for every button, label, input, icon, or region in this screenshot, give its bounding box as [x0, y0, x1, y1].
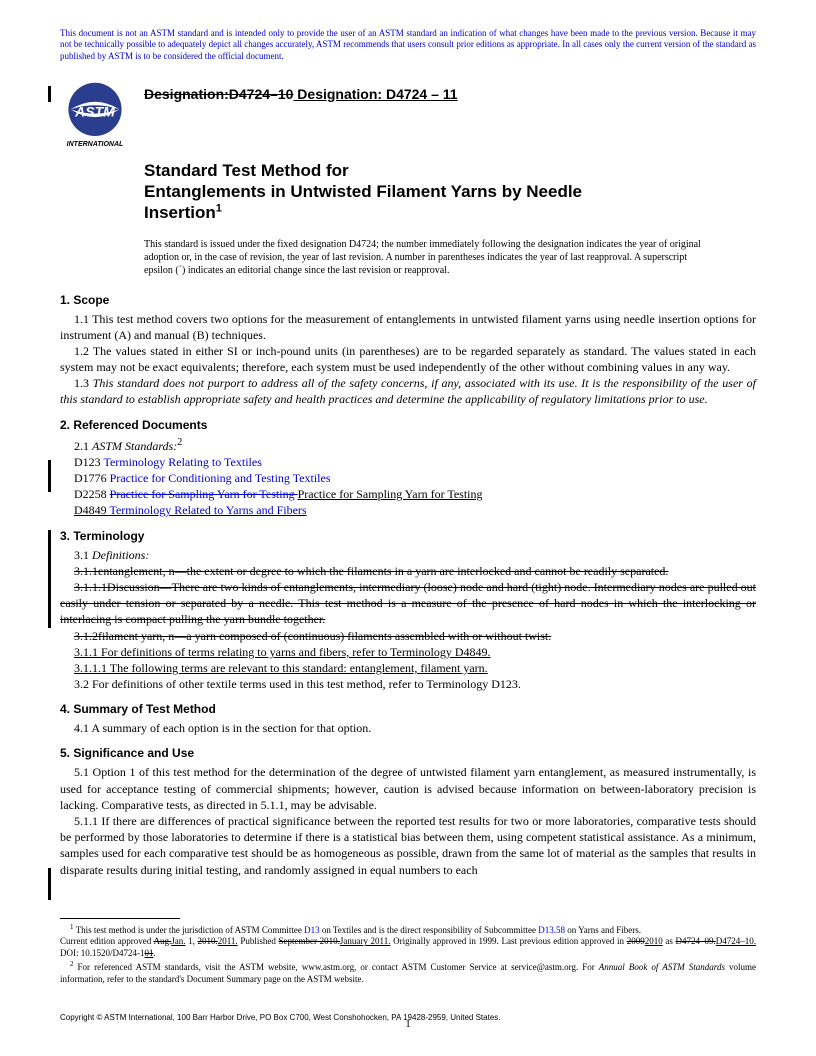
s1-p2: 1.2 The values stated in either SI or in… — [60, 343, 756, 375]
scope-head: 1. Scope — [60, 293, 756, 307]
footnote-rule — [60, 918, 180, 919]
s5-p2: 5.1.1 If there are differences of practi… — [60, 813, 756, 878]
summary-head: 4. Summary of Test Method — [60, 702, 756, 716]
link-d1358[interactable]: D13.58 — [538, 925, 565, 935]
svg-text:INTERNATIONAL: INTERNATIONAL — [67, 141, 124, 148]
sig-head: 5. Significance and Use — [60, 746, 756, 760]
link-d123[interactable]: Terminology Relating to Textiles — [103, 455, 261, 469]
change-bar — [48, 868, 51, 900]
refdoc-head: 2. Referenced Documents — [60, 418, 756, 432]
s2-p1: 2.1 ASTM Standards:2 — [60, 436, 756, 454]
title-block: Standard Test Method for Entanglements i… — [144, 160, 756, 224]
footnote-1b: Current edition approved Aug.Jan. 1, 201… — [60, 936, 756, 959]
title-l2: Entanglements in Untwisted Filament Yarn… — [144, 181, 756, 202]
link-d1776[interactable]: Practice for Conditioning and Testing Te… — [110, 471, 331, 485]
title-l1: Standard Test Method for — [144, 160, 756, 181]
page-number: 1 — [0, 1018, 816, 1030]
issued-note: This standard is issued under the fixed … — [144, 238, 716, 277]
disclaimer-text: This document is not an ASTM standard an… — [60, 28, 756, 62]
s1-p3: 1.3 1.3 This standard does not purport t… — [60, 375, 756, 407]
s3-p2: 3.2 For definitions of other textile ter… — [60, 676, 756, 692]
refdoc-body: 2.1 ASTM Standards:2 D123 Terminology Re… — [60, 436, 756, 519]
link-d13[interactable]: D13 — [304, 925, 320, 935]
change-bar — [48, 530, 51, 628]
s4-p1: 4.1 A summary of each option is in the s… — [60, 720, 756, 736]
svg-text:ASTM: ASTM — [74, 103, 115, 119]
term-head: 3. Terminology — [60, 529, 756, 543]
s3-d2: 3.1.1.1Discussion—There are two kinds of… — [60, 579, 756, 628]
ref-d2258: D2258 Practice for Sampling Yarn for Tes… — [60, 486, 756, 502]
ref-d123: D123 Terminology Relating to Textiles — [60, 454, 756, 470]
designation-line: Designation:D4724–10 Designation: D4724 … — [144, 80, 458, 102]
s3-n2: 3.1.1.1 The following terms are relevant… — [60, 660, 756, 676]
ref-d1776: D1776 Practice for Conditioning and Test… — [60, 470, 756, 486]
change-bar — [48, 460, 51, 492]
s3-d1: 3.1.1entanglement, n—the extent or degre… — [60, 563, 756, 579]
change-bar — [48, 86, 51, 102]
designation-old: Designation:D4724–10 — [144, 86, 293, 102]
s3-d3: 3.1.2filament yarn, n—a yarn composed of… — [60, 628, 756, 644]
astm-logo: ASTM INTERNATIONAL — [60, 80, 130, 150]
summary-body: 4.1 A summary of each option is in the s… — [60, 720, 756, 736]
s3-p1: 3.1 Definitions: — [60, 547, 756, 563]
header-row: ASTM INTERNATIONAL Designation:D4724–10 … — [60, 80, 756, 150]
title-l3: Insertion1 — [144, 202, 756, 223]
ref-d4849: D4849 Terminology Related to Yarns and F… — [60, 502, 756, 518]
footnote-2: 2 For referenced ASTM standards, visit t… — [60, 960, 756, 985]
link-d2258-old[interactable]: Practice for Sampling Yarn for Testing — [110, 487, 298, 501]
sig-body: 5.1 Option 1 of this test method for the… — [60, 764, 756, 877]
footnote-1: 1 This test method is under the jurisdic… — [60, 923, 756, 937]
designation-new: Designation: D4724 – 11 — [293, 86, 457, 102]
scope-body: 1.1 This test method covers two options … — [60, 311, 756, 408]
s3-n1: 3.1.1 For definitions of terms relating … — [60, 644, 756, 660]
s5-p1: 5.1 Option 1 of this test method for the… — [60, 764, 756, 813]
term-body: 3.1 Definitions: 3.1.1entanglement, n—th… — [60, 547, 756, 693]
s1-p1: 1.1 This test method covers two options … — [60, 311, 756, 343]
link-d4849[interactable]: Terminology Related to Yarns and Fibers — [109, 503, 306, 517]
